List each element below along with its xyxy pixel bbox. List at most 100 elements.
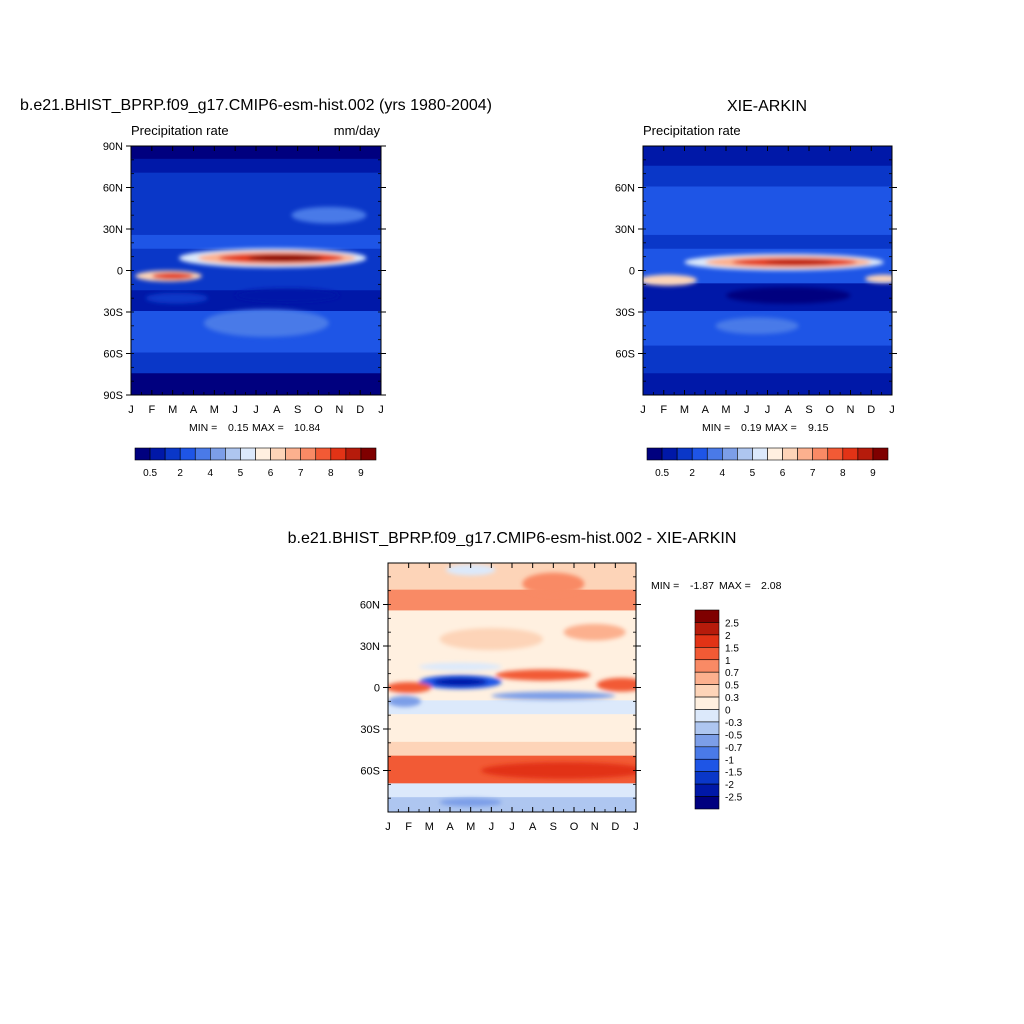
colorbar-tick-label: 7 <box>298 468 304 479</box>
plot-field <box>131 146 381 395</box>
colorbar-tick-label: 0.3 <box>725 693 739 704</box>
y-tick-label: 0 <box>629 266 635 278</box>
colorbar-swatch <box>694 783 720 797</box>
x-tick-label: M <box>210 404 219 416</box>
plot-field <box>643 146 892 395</box>
colorbar-swatch <box>694 647 720 661</box>
stats-max: 2.08 <box>761 580 782 592</box>
colorbar-swatch <box>842 447 859 461</box>
colorbar-tick-label: 2 <box>725 631 731 642</box>
field-blob-14 <box>765 259 832 265</box>
colorbar-swatch <box>694 771 720 785</box>
field-band-2 <box>131 172 381 237</box>
colorbar-swatch <box>225 447 241 461</box>
field-band-0 <box>643 146 892 168</box>
x-tick-label: J <box>385 821 391 833</box>
x-tick-label: J <box>378 404 384 416</box>
field-blob-15 <box>643 274 697 286</box>
colorbar-swatch <box>827 447 844 461</box>
colorbar-tick-label: -1.5 <box>725 768 743 779</box>
panel-title: XIE-ARKIN <box>727 98 807 115</box>
x-tick-label: N <box>847 404 855 416</box>
field-blob-19 <box>596 677 636 692</box>
subtitle-left: Precipitation rate <box>643 123 741 138</box>
colorbar-swatch <box>270 447 286 461</box>
colorbar-tick-label: 0.5 <box>725 681 739 692</box>
colorbar-swatch <box>179 447 196 461</box>
panel-difference: b.e21.BHIST_BPRP.f09_g17.CMIP6-esm-hist.… <box>288 530 782 833</box>
colorbar-tick-label: 0.5 <box>143 468 157 479</box>
colorbar: 2.5 21.5 10.7 0.50.3 0-0.3-0.5 -0.7-1 -1.5-2 -2… <box>694 609 743 810</box>
colorbar-swatch <box>857 447 874 461</box>
x-tick-label: J <box>765 404 771 416</box>
x-tick-label: D <box>611 821 619 833</box>
field-blob-12 <box>445 564 496 576</box>
x-tick-label: J <box>489 821 495 833</box>
x-tick-label: J <box>640 404 646 416</box>
plot-field <box>388 563 636 812</box>
colorbar-tick-label: -1 <box>725 755 734 766</box>
stats-min-label: MIN = <box>189 422 217 434</box>
x-tick-label: N <box>335 404 343 416</box>
stats-min-label: MIN = <box>702 422 730 434</box>
field-bands <box>643 146 892 395</box>
x-tick-label: O <box>825 404 834 416</box>
colorbar-swatch <box>694 671 720 685</box>
colorbar-swatch <box>694 634 720 648</box>
field-band-5 <box>388 700 636 717</box>
colorbar-swatch <box>255 447 271 461</box>
colorbar-tick-label: 1.5 <box>725 643 739 654</box>
stats-max-label: MAX = <box>765 422 797 434</box>
colorbar: 0.5 2 4 5 6 7 8 9 <box>646 447 889 479</box>
field-band-1 <box>643 165 892 189</box>
colorbar-tick-label: 0.5 <box>655 468 669 479</box>
y-tick-label: 90S <box>103 390 123 402</box>
field-blob-14 <box>563 623 626 641</box>
colorbar-tick-label: 1 <box>725 656 731 667</box>
colorbar-swatch <box>694 746 720 760</box>
field-blob-22 <box>388 695 422 707</box>
colorbar-swatch <box>782 447 798 461</box>
colorbar-swatch <box>149 447 166 461</box>
colorbar-tick-label: 5 <box>238 468 244 479</box>
field-blob-12 <box>235 288 340 303</box>
stats-max-label: MAX = <box>719 580 751 592</box>
colorbar-tick-label: 4 <box>208 468 214 479</box>
y-tick-label: 60S <box>360 766 380 778</box>
colorbar-swatch <box>345 447 362 461</box>
field-blob-11 <box>522 572 585 595</box>
x-tick-label: A <box>702 404 710 416</box>
colorbar-swatch <box>285 447 301 461</box>
colorbar-tick-label: 2 <box>689 468 695 479</box>
colorbar-swatch <box>722 447 738 461</box>
field-band-1 <box>388 589 636 613</box>
colorbar-swatch <box>752 447 768 461</box>
colorbar-swatch <box>706 447 723 461</box>
x-tick-label: J <box>744 404 750 416</box>
field-band-7 <box>131 352 381 376</box>
x-tick-label: M <box>425 821 434 833</box>
y-tick-label: 60N <box>615 183 635 195</box>
field-bands <box>131 146 381 395</box>
colorbar-swatch <box>694 721 720 735</box>
field-band-3 <box>131 234 381 251</box>
colorbar-tick-label: 0.7 <box>725 668 739 679</box>
x-tick-label: D <box>356 404 364 416</box>
x-tick-label: F <box>660 404 667 416</box>
field-blob-16 <box>865 274 892 283</box>
colorbar-tick-label: 7 <box>810 468 816 479</box>
colorbar-swatch <box>694 609 720 623</box>
stats-min-label: MIN = <box>651 580 679 592</box>
y-tick-label: 30S <box>360 724 380 736</box>
colorbar-swatch <box>872 447 889 461</box>
colorbar-swatch <box>164 447 181 461</box>
y-tick-label: 30N <box>615 224 635 236</box>
x-tick-label: J <box>633 821 639 833</box>
x-tick-label: M <box>721 404 730 416</box>
x-tick-label: J <box>232 404 238 416</box>
colorbar-swatch <box>315 447 332 461</box>
x-tick-label: J <box>509 821 515 833</box>
x-tick-label: N <box>591 821 599 833</box>
y-tick-label: 60N <box>360 600 380 612</box>
